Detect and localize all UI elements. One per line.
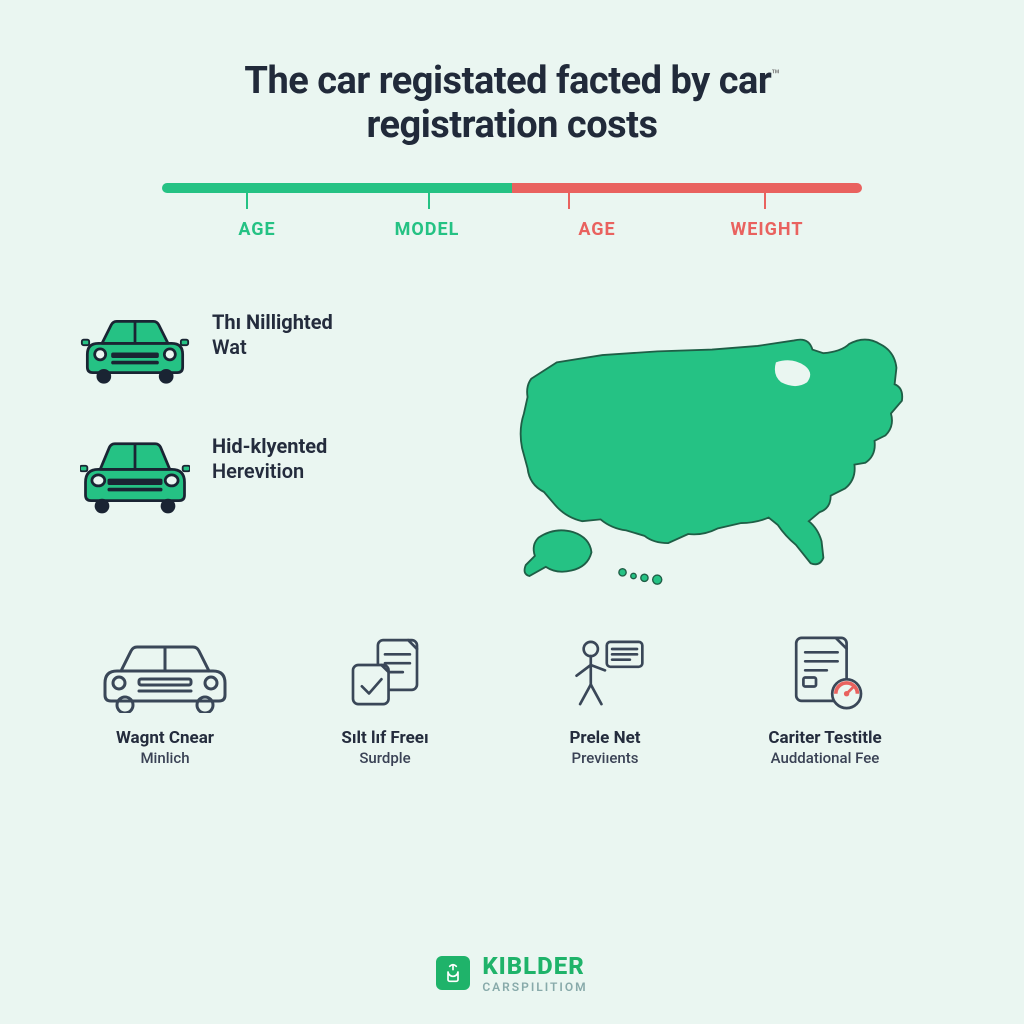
scale-label-age2: AGE — [512, 219, 682, 240]
car-item: Thı Nillighted Wat — [80, 310, 420, 384]
bottom-item-invoice: Cariter Testitle Auddational Fee — [740, 630, 910, 766]
bottom-items: Wagnt Cnear Minlich Sılt lıf Freeı — [80, 630, 944, 766]
bottom-label: Cariter Testitle Auddational Fee — [740, 728, 910, 766]
scale-label-weight: WEIGHT — [682, 219, 852, 240]
tick — [568, 193, 570, 209]
us-mainland-icon — [521, 340, 903, 565]
scale-label-age: AGE — [172, 219, 342, 240]
scale-gradient — [162, 183, 862, 193]
bottom-label: Wagnt Cnear Minlich — [80, 728, 250, 766]
person-board-icon — [560, 633, 650, 713]
alaska-icon — [525, 531, 592, 577]
brand-badge-icon — [436, 956, 470, 990]
tick — [246, 193, 248, 209]
trademark: ™ — [771, 67, 779, 83]
car-outline-icon — [95, 633, 235, 713]
bottom-item-person: Prele Net Previıents — [520, 630, 690, 766]
bottom-label: Sılt lıf Freeı Surdple — [300, 728, 470, 766]
document-gauge-icon — [780, 631, 870, 715]
car-list: Thı Nillighted Wat — [80, 310, 420, 590]
scale-label-model: MODEL — [342, 219, 512, 240]
brand-sub: CARSPILITIOM — [482, 980, 587, 994]
scale-labels: AGE MODEL AGE WEIGHT — [162, 219, 862, 240]
main-title: The car registated facted by car™ regist… — [80, 60, 944, 147]
documents-check-icon — [340, 633, 430, 713]
bottom-item-docs: Sılt lıf Freeı Surdple — [300, 630, 470, 766]
tick — [428, 193, 430, 209]
brand-name: KIBLDER — [482, 952, 587, 980]
bottom-item-car: Wagnt Cnear Minlich — [80, 630, 250, 766]
us-map — [480, 310, 944, 590]
car-icon — [80, 434, 190, 514]
scale-bar: AGE MODEL AGE WEIGHT — [162, 183, 862, 240]
car-label: Thı Nillighted Wat — [212, 310, 333, 360]
footer-brand: KIBLDER CARSPILITIOM — [0, 952, 1024, 994]
car-label: Hid-klyented Herevition — [212, 434, 327, 484]
bottom-label: Prele Net Previıents — [520, 728, 690, 766]
car-icon — [80, 310, 190, 384]
tick — [764, 193, 766, 209]
car-item: Hid-klyented Herevition — [80, 434, 420, 514]
scale-ticks — [162, 193, 862, 219]
hawaii-icon — [619, 569, 662, 585]
